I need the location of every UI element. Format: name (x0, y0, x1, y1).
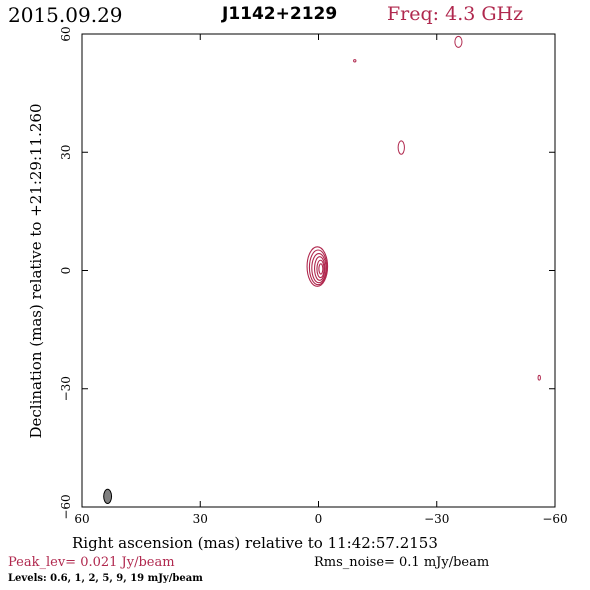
rms-noise: Rms_noise= 0.1 mJy/beam (314, 555, 490, 570)
core-contour (318, 263, 324, 275)
y-tick-label: −30 (59, 376, 73, 401)
x-tick-label: −60 (542, 512, 567, 526)
beam-layer (103, 488, 113, 504)
core-contour (314, 256, 326, 281)
core-contour (311, 253, 327, 284)
frequency-label: Freq: 4.3 GHz (387, 3, 524, 25)
contour-levels: Levels: 0.6, 1, 2, 5, 9, 19 mJy/beam (8, 573, 203, 584)
x-tick-label: 60 (74, 512, 89, 526)
y-tick-label: 30 (59, 145, 73, 160)
core-contour (316, 259, 325, 279)
contour-blob (537, 374, 541, 381)
observation-date: 2015.09.29 (8, 3, 123, 27)
contour-blob (353, 59, 357, 63)
x-tick-label: −30 (424, 512, 449, 526)
contour-blob (397, 140, 405, 155)
restoring-beam (103, 488, 113, 504)
contour-blob (454, 35, 463, 48)
y-tick-label: 0 (59, 267, 73, 275)
x-axis-label: Right ascension (mas) relative to 11:42:… (72, 534, 438, 552)
contour-layer (306, 35, 541, 381)
y-tick-label: −60 (59, 494, 73, 519)
x-tick-label: 0 (315, 512, 323, 526)
y-tick-label: 60 (59, 26, 73, 41)
core-contour (306, 246, 329, 287)
y-axis-label: Declination (mas) relative to +21:29:11.… (27, 103, 45, 438)
tick-labels: 60 30 0 −30 −60 −60 −30 0 30 60 (59, 26, 568, 526)
source-name: J1142+2129 (222, 4, 338, 24)
x-tick-label: 30 (193, 512, 208, 526)
core-contour (308, 249, 328, 286)
plot-frame (81, 33, 556, 508)
peak-level: Peak_lev= 0.021 Jy/beam (8, 555, 175, 570)
